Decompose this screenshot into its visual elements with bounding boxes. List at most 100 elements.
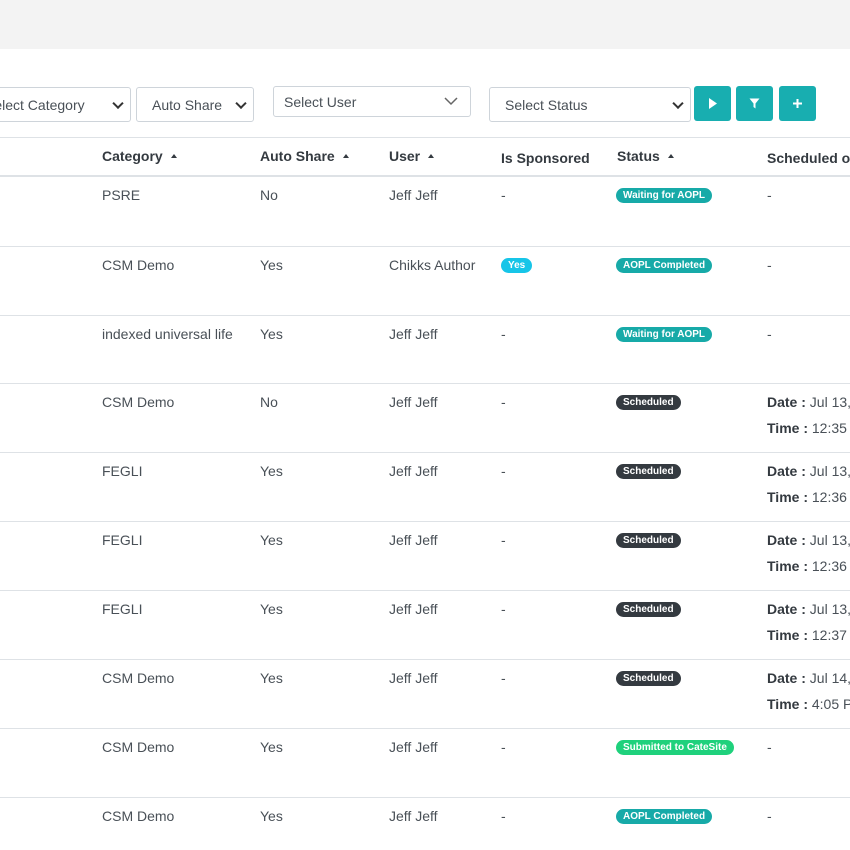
time-label: Time : [767, 696, 808, 712]
auto-share-cell: No [260, 394, 278, 410]
category-cell: CSM Demo [102, 394, 175, 410]
status-badge: AOPL Completed [616, 258, 713, 273]
sponsored-cell: - [501, 670, 506, 686]
scheduled-cell: - [767, 326, 772, 342]
auto-share-cell: No [260, 187, 278, 203]
sponsored-cell: - [501, 326, 506, 342]
row-border [0, 452, 850, 453]
status-badge: Scheduled [616, 533, 681, 548]
top-bar [0, 0, 850, 49]
row-border [0, 315, 850, 316]
date-value: Jul 14, [809, 670, 850, 686]
time-value: 12:35 PM [811, 420, 850, 436]
category-cell: indexed universal life [102, 326, 233, 342]
run-button[interactable] [694, 86, 731, 121]
header-cell[interactable]: Auto Share [260, 148, 349, 164]
auto-share-cell: Yes [260, 808, 283, 824]
date-label: Date : [767, 601, 806, 617]
sponsored-cell: - [501, 739, 506, 755]
auto-share-cell: Yes [260, 326, 283, 342]
header-cell[interactable]: User [389, 148, 435, 164]
select-text: Auto Share [152, 96, 223, 113]
time-label: Time : [767, 489, 808, 505]
user-cell: Jeff Jeff [389, 187, 438, 203]
date-label: Date : [767, 532, 806, 548]
status-select[interactable]: Select Status [489, 87, 691, 122]
play-icon [709, 98, 717, 109]
auto-share-cell: Yes [260, 739, 283, 755]
user-cell: Jeff Jeff [389, 463, 438, 479]
row-border [0, 659, 850, 660]
category-cell: CSM Demo [102, 257, 175, 273]
header-cell[interactable]: Status [617, 148, 674, 164]
sponsored-cell: - [501, 601, 506, 617]
scheduled-date: Date : Jul 13, [767, 532, 850, 548]
scheduled-time: Time : 12:35 PM [767, 420, 850, 436]
date-value: Jul 13, [809, 532, 850, 548]
date-value: Jul 13, [809, 394, 850, 410]
category-cell: CSM Demo [102, 670, 175, 686]
category-select[interactable]: Select Category [0, 87, 131, 122]
add-button[interactable] [779, 86, 816, 121]
time-label: Time : [767, 420, 808, 436]
date-label: Date : [767, 394, 806, 410]
chevron-icon [444, 97, 458, 106]
scheduled-date: Date : Jul 13, [767, 394, 850, 410]
auto-share-cell: Yes [260, 532, 283, 548]
user-select[interactable]: Select User [273, 86, 471, 117]
scheduled-time: Time : 12:36 PM [767, 489, 850, 505]
user-cell: Jeff Jeff [389, 532, 438, 548]
category-cell: FEGLI [102, 601, 143, 617]
sponsored-badge: Yes [501, 258, 533, 273]
row-border [0, 383, 850, 384]
scheduled-cell: - [767, 257, 772, 273]
row-border [0, 797, 850, 798]
scheduled-time: Time : 12:36 PM [767, 558, 850, 574]
header-text: Auto Share [260, 148, 335, 164]
status-badge: Waiting for AOPL [616, 188, 713, 203]
category-cell: CSM Demo [102, 808, 175, 824]
select-text: Select Category [0, 96, 85, 113]
user-cell: Chikks Author [389, 257, 476, 273]
scheduled-date: Date : Jul 13, [767, 601, 850, 617]
date-label: Date : [767, 670, 806, 686]
auto-share-cell: Yes [260, 601, 283, 617]
time-value: 4:05 PM [811, 696, 850, 712]
scheduled-cell: - [767, 739, 772, 755]
auto-share-cell: Yes [260, 257, 283, 273]
select-text: Select User [284, 93, 357, 110]
sponsored-cell: - [501, 463, 506, 479]
time-value: 12:37 PM [811, 627, 850, 643]
plus-icon [793, 99, 802, 108]
sponsored-cell: - [501, 808, 506, 824]
time-value: 12:36 PM [811, 558, 850, 574]
date-value: Jul 13, [809, 601, 850, 617]
scheduled-cell: - [767, 187, 772, 203]
user-cell: Jeff Jeff [389, 394, 438, 410]
user-cell: Jeff Jeff [389, 808, 438, 824]
category-cell: FEGLI [102, 463, 143, 479]
row-border [0, 521, 850, 522]
row-border [0, 728, 850, 729]
status-badge: Waiting for AOPL [616, 327, 713, 342]
header-text: Is Sponsored [501, 150, 590, 166]
header-cell[interactable]: Category [102, 148, 177, 164]
status-badge: Scheduled [616, 671, 681, 686]
time-value: 12:36 PM [811, 489, 850, 505]
row-border [0, 246, 850, 247]
header-cell: Is Sponsored [501, 150, 590, 166]
header-border [0, 175, 850, 177]
date-label: Date : [767, 463, 806, 479]
time-label: Time : [767, 558, 808, 574]
scheduled-time: Time : 12:37 PM [767, 627, 850, 643]
date-value: Jul 13, [809, 463, 850, 479]
header-cell: Scheduled on [767, 150, 850, 166]
sponsored-cell: - [501, 394, 506, 410]
filter-button[interactable] [736, 86, 773, 121]
header-text: User [389, 148, 421, 164]
auto-share-select[interactable]: Auto Share [136, 87, 254, 122]
header-text: Category [102, 148, 163, 164]
filter-icon [749, 98, 760, 109]
table-top-border [0, 137, 850, 138]
